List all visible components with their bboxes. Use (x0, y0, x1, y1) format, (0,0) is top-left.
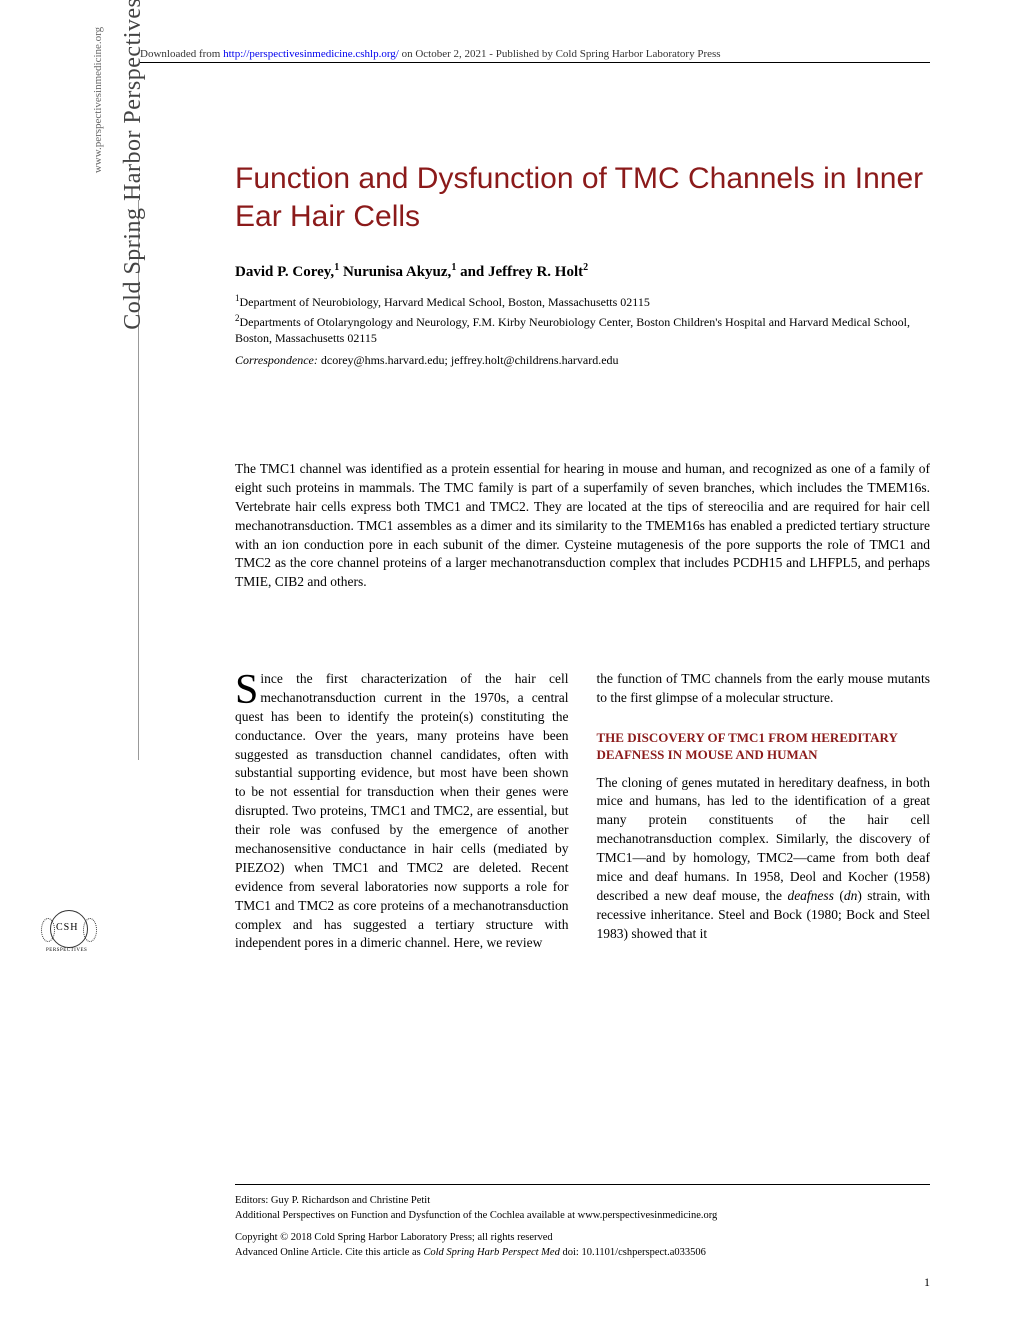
author-1-sup: 1 (334, 262, 339, 273)
corr-label: Correspondence: (235, 353, 318, 367)
column-right: the function of TMC channels from the ea… (597, 670, 931, 953)
footer-editors: Editors: Guy P. Richardson and Christine… (235, 1193, 930, 1208)
correspondence: Correspondence: dcorey@hms.harvard.edu; … (235, 352, 930, 368)
logo-text: CSH (56, 922, 78, 933)
affil-1-text: Department of Neurobiology, Harvard Medi… (240, 295, 650, 309)
authors: David P. Corey,1 Nurunisa Akyuz,1 and Je… (235, 262, 588, 281)
footer-citation: Advanced Online Article. Cite this artic… (235, 1245, 930, 1260)
author-2: Nurunisa Akyuz, (343, 264, 451, 280)
col2-intro: the function of TMC channels from the ea… (597, 670, 931, 708)
column-left: Since the first characterization of the … (235, 670, 569, 953)
col2-em2: dn (844, 888, 858, 903)
download-header: Downloaded from http://perspectivesinmed… (140, 48, 930, 63)
footer-additional: Additional Perspectives on Function and … (235, 1208, 930, 1223)
header-url[interactable]: http://perspectivesinmedicine.cshlp.org/ (223, 48, 399, 60)
affil-2-text: Departments of Otolaryngology and Neurol… (235, 315, 910, 345)
cite-suffix: doi: 10.1101/cshperspect.a033506 (560, 1247, 706, 1258)
section-heading: THE DISCOVERY OF TMC1 FROM HEREDITARY DE… (597, 730, 931, 764)
author-1: David P. Corey, (235, 264, 334, 280)
corr-text: dcorey@hms.harvard.edu; jeffrey.holt@chi… (318, 353, 619, 367)
page-number: 1 (924, 1275, 930, 1290)
author-3: and Jeffrey R. Holt (460, 264, 583, 280)
col2-t2: ( (834, 888, 844, 903)
sidebar: Cold Spring Harbor Perspectives in Medic… (68, 380, 188, 940)
abstract: The TMC1 channel was identified as a pro… (235, 460, 930, 592)
col2-body: The cloning of genes mutated in heredita… (597, 774, 931, 944)
logo-subtitle: PERSPECTIVES (46, 948, 87, 953)
col2-em1: deafness (787, 888, 834, 903)
footer: Editors: Guy P. Richardson and Christine… (235, 1184, 930, 1260)
cite-prefix: Advanced Online Article. Cite this artic… (235, 1247, 423, 1258)
journal-url-vertical: www.perspectivesinmedicine.org (92, 0, 104, 380)
cite-journal: Cold Spring Harb Perspect Med (423, 1247, 560, 1258)
footer-copyright: Copyright © 2018 Cold Spring Harbor Labo… (235, 1230, 930, 1245)
logo-dots-left (41, 918, 55, 942)
csh-logo: CSH PERSPECTIVES (50, 910, 100, 960)
header-suffix: on October 2, 2021 - Published by Cold S… (399, 48, 721, 60)
author-2-sup: 1 (451, 262, 456, 273)
logo-dots-right (83, 918, 97, 942)
header-prefix: Downloaded from (140, 48, 223, 60)
affiliation-2: 2Departments of Otolaryngology and Neuro… (235, 312, 930, 346)
body-columns: Since the first characterization of the … (235, 670, 930, 953)
article-title: Function and Dysfunction of TMC Channels… (235, 160, 930, 235)
author-3-sup: 2 (583, 262, 588, 273)
intro-paragraph: Since the first characterization of the … (235, 670, 569, 953)
affiliation-1: 1Department of Neurobiology, Harvard Med… (235, 292, 930, 310)
logo-circle: CSH (50, 910, 88, 948)
col1-text: ince the first characterization of the h… (235, 671, 569, 950)
journal-name-vertical: Cold Spring Harbor Perspectives in Medic… (120, 0, 147, 380)
col2-t1: The cloning of genes mutated in heredita… (597, 775, 931, 903)
dropcap: S (235, 670, 260, 707)
